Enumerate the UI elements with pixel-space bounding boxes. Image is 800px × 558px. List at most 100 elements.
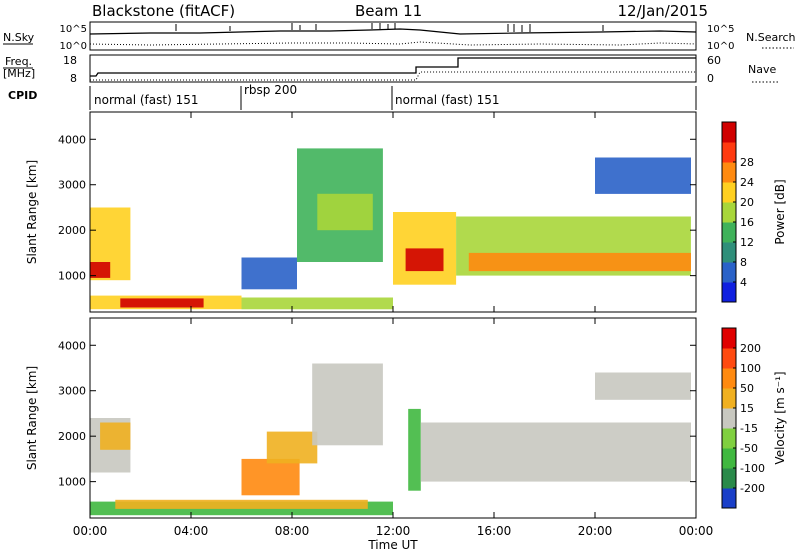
power-colorbar-tick-0: 4 bbox=[740, 276, 747, 289]
power-echo-region-2 bbox=[241, 297, 393, 310]
power-colorbar-tick-2: 12 bbox=[740, 236, 754, 249]
nave-line bbox=[90, 71, 696, 81]
power-panel: 1000 2000 3000 4000 Slant Range [km] 4 8 12 16… bbox=[25, 111, 787, 313]
freq-strip: Freq. [MHz] 18 8 60 0 Nave bbox=[3, 54, 778, 85]
power-colorbar-swatch-5 bbox=[722, 182, 736, 203]
velocity-echo-region-7 bbox=[408, 408, 421, 491]
power-y-tick-label-1: 2000 bbox=[58, 224, 86, 237]
velocity-colorbar-tick-7: -200 bbox=[740, 482, 765, 495]
power-colorbar-swatch-2 bbox=[722, 242, 736, 263]
power-echo-region-5 bbox=[241, 257, 297, 290]
power-colorbar-swatch-0 bbox=[722, 282, 736, 303]
velocity-echo-region-6 bbox=[312, 363, 383, 446]
velocity-panel: 1000 2000 3000 4000 Slant Range [km] 200 100… bbox=[25, 317, 787, 519]
velocity-heatmap bbox=[90, 363, 691, 516]
velocity-echo-region-1 bbox=[115, 499, 368, 509]
x-tick-label-4: 16:00 bbox=[477, 524, 512, 538]
power-colorbar-tick-1: 8 bbox=[740, 256, 747, 269]
nsearch-tick-bottom: 10^0 bbox=[707, 41, 734, 52]
x-tick-label-6: 00:00 bbox=[679, 524, 714, 538]
velocity-colorbar-swatch-5 bbox=[722, 388, 736, 409]
velocity-echo-region-5 bbox=[266, 431, 318, 464]
power-colorbar-tick-5: 24 bbox=[740, 176, 754, 189]
velocity-y-axis: 1000 2000 3000 4000 bbox=[58, 339, 696, 489]
velocity-colorbar-swatch-0 bbox=[722, 488, 736, 509]
freq-line bbox=[90, 57, 696, 77]
power-colorbar-tick-4: 20 bbox=[740, 196, 754, 209]
x-tick-label-3: 12:00 bbox=[376, 524, 411, 538]
power-y-tick-label-2: 3000 bbox=[58, 179, 86, 192]
x-tick-label-1: 04:00 bbox=[174, 524, 209, 538]
velocity-colorbar-tick-1: 100 bbox=[740, 362, 761, 375]
velocity-colorbar-label: Velocity [m s⁻¹] bbox=[773, 371, 787, 464]
x-tick-label-5: 20:00 bbox=[578, 524, 613, 538]
velocity-colorbar-tick-0: 200 bbox=[740, 342, 761, 355]
velocity-colorbar: 200 100 50 15 -15 -50 -100 -200 bbox=[721, 327, 765, 509]
cpid-segment-1: normal (fast) 151 bbox=[94, 93, 198, 107]
nsearch-tick-top: 10^5 bbox=[707, 24, 734, 35]
velocity-colorbar-swatch-8 bbox=[722, 328, 736, 349]
power-echo-region-8 bbox=[393, 212, 457, 285]
power-y-tick-label-3: 4000 bbox=[58, 133, 86, 146]
power-echo-region-11 bbox=[468, 252, 691, 272]
x-axis-label: Time UT bbox=[367, 538, 418, 552]
velocity-colorbar-swatch-3 bbox=[722, 428, 736, 449]
power-echo-region-12 bbox=[595, 157, 691, 194]
cpid-label: CPID bbox=[8, 89, 37, 102]
cpid-segment-2: rbsp 200 bbox=[244, 83, 297, 97]
freq-tick-bottom: 8 bbox=[70, 72, 77, 85]
velocity-echo-region-9 bbox=[595, 372, 691, 400]
power-colorbar-swatch-3 bbox=[722, 222, 736, 243]
velocity-y-tick-label-3: 4000 bbox=[58, 339, 86, 352]
station-title: Blackstone (fitACF) bbox=[92, 2, 235, 20]
nsearch-line bbox=[89, 41, 697, 46]
power-colorbar-swatch-8 bbox=[722, 122, 736, 143]
time-x-axis: 00:00 04:00 08:00 12:00 16:00 20:00 00:00 bbox=[73, 112, 714, 538]
cpid-bar bbox=[89, 86, 697, 110]
nave-tick-top: 60 bbox=[707, 54, 721, 67]
power-echo-region-1 bbox=[120, 298, 204, 308]
velocity-echo-region-3 bbox=[100, 422, 131, 450]
velocity-echo-region-8 bbox=[420, 422, 691, 482]
power-colorbar: 4 8 12 16 20 24 28 bbox=[721, 121, 754, 303]
freq-tick-top: 18 bbox=[63, 54, 77, 67]
velocity-colorbar-tick-4: -15 bbox=[740, 422, 758, 435]
velocity-y-tick-label-2: 3000 bbox=[58, 385, 86, 398]
velocity-colorbar-swatch-7 bbox=[722, 348, 736, 369]
velocity-colorbar-tick-2: 50 bbox=[740, 382, 754, 395]
velocity-colorbar-swatch-2 bbox=[722, 448, 736, 469]
power-y-axis: 1000 2000 3000 4000 bbox=[58, 133, 696, 283]
nsearch-label: N.Search bbox=[746, 31, 796, 44]
velocity-echo-region-4 bbox=[241, 458, 300, 496]
velocity-y-tick-label-1: 2000 bbox=[58, 430, 86, 443]
beam-title: Beam 11 bbox=[355, 2, 422, 20]
power-colorbar-swatch-6 bbox=[722, 162, 736, 183]
velocity-y-label: Slant Range [km] bbox=[25, 366, 39, 470]
power-colorbar-tick-3: 16 bbox=[740, 216, 754, 229]
power-echo-region-7 bbox=[317, 193, 373, 231]
nsky-label: N.Sky bbox=[3, 31, 35, 44]
velocity-colorbar-swatch-6 bbox=[722, 368, 736, 389]
nave-tick-bottom: 0 bbox=[707, 72, 714, 85]
nsky-tick-bottom: 10^0 bbox=[60, 41, 87, 52]
velocity-colorbar-tick-5: -50 bbox=[740, 442, 758, 455]
velocity-colorbar-swatch-1 bbox=[722, 468, 736, 489]
power-y-tick-label-0: 1000 bbox=[58, 270, 86, 283]
freq-label: Freq. bbox=[5, 55, 32, 68]
velocity-y-tick-label-0: 1000 bbox=[58, 476, 86, 489]
power-colorbar-swatch-1 bbox=[722, 262, 736, 283]
nsky-line bbox=[89, 28, 697, 35]
nave-label: Nave bbox=[748, 63, 776, 76]
power-echo-region-9 bbox=[405, 248, 444, 272]
nsky-spikes bbox=[175, 23, 604, 32]
velocity-colorbar-swatch-4 bbox=[722, 408, 736, 429]
power-y-label: Slant Range [km] bbox=[25, 160, 39, 264]
velocity-colorbar-tick-6: -100 bbox=[740, 462, 765, 475]
nsky-strip: N.Sky 10^5 10^0 10^5 10^0 N.Search bbox=[3, 21, 796, 52]
power-colorbar-swatch-7 bbox=[722, 142, 736, 163]
power-colorbar-label: Power [dB] bbox=[773, 179, 787, 244]
power-colorbar-tick-6: 28 bbox=[740, 156, 754, 169]
nsky-tick-top: 10^5 bbox=[60, 24, 87, 35]
